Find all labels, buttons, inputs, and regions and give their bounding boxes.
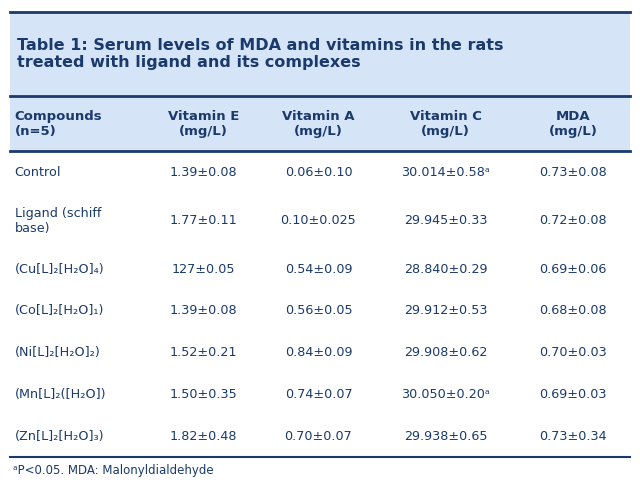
Text: Table 1: Serum levels of MDA and vitamins in the rats
treated with ligand and it: Table 1: Serum levels of MDA and vitamin… [17,38,504,70]
Text: 29.908±0.62: 29.908±0.62 [404,346,488,359]
Text: (Cu[L]₂[H₂O]₄): (Cu[L]₂[H₂O]₄) [15,263,104,276]
Text: 0.74±0.07: 0.74±0.07 [285,388,352,401]
Text: 0.06±0.10: 0.06±0.10 [285,166,352,179]
Text: 30.014±0.58ᵃ: 30.014±0.58ᵃ [401,166,490,179]
Text: 0.72±0.08: 0.72±0.08 [539,214,607,227]
Text: 28.840±0.29: 28.840±0.29 [404,263,488,276]
Text: 0.10±0.025: 0.10±0.025 [280,214,356,227]
Text: 29.945±0.33: 29.945±0.33 [404,214,488,227]
Text: 1.50±0.35: 1.50±0.35 [170,388,237,401]
Text: 127±0.05: 127±0.05 [172,263,236,276]
Text: 30.050±0.20ᵃ: 30.050±0.20ᵃ [401,388,490,401]
Text: 29.938±0.65: 29.938±0.65 [404,430,488,443]
Text: (Ni[L]₂[H₂O]₂): (Ni[L]₂[H₂O]₂) [15,346,100,359]
Text: ᵃP<0.05. MDA: Malonyldialdehyde: ᵃP<0.05. MDA: Malonyldialdehyde [13,464,213,477]
Text: 0.69±0.03: 0.69±0.03 [540,388,607,401]
Text: (Mn[L]₂([H₂O]): (Mn[L]₂([H₂O]) [15,388,106,401]
Text: 1.39±0.08: 1.39±0.08 [170,166,237,179]
Text: Vitamin E
(mg/L): Vitamin E (mg/L) [168,109,239,138]
Text: MDA
(mg/L): MDA (mg/L) [548,109,597,138]
Text: (Zn[L]₂[H₂O]₃): (Zn[L]₂[H₂O]₃) [15,430,104,443]
Text: 0.70±0.03: 0.70±0.03 [539,346,607,359]
Text: Compounds
(n=5): Compounds (n=5) [15,109,102,138]
Text: 29.912±0.53: 29.912±0.53 [404,304,488,317]
Text: 1.77±0.11: 1.77±0.11 [170,214,237,227]
Text: 0.70±0.07: 0.70±0.07 [285,430,353,443]
Text: (Co[L]₂[H₂O]₁): (Co[L]₂[H₂O]₁) [15,304,104,317]
Text: Ligand (schiff
base): Ligand (schiff base) [15,206,101,235]
Text: 1.82±0.48: 1.82±0.48 [170,430,237,443]
Text: 1.39±0.08: 1.39±0.08 [170,304,237,317]
Text: 1.52±0.21: 1.52±0.21 [170,346,237,359]
Text: Control: Control [15,166,61,179]
Text: 0.84±0.09: 0.84±0.09 [285,346,352,359]
Text: 0.68±0.08: 0.68±0.08 [539,304,607,317]
Text: 0.73±0.08: 0.73±0.08 [539,166,607,179]
Text: Vitamin C
(mg/L): Vitamin C (mg/L) [410,109,482,138]
Text: 0.73±0.34: 0.73±0.34 [539,430,607,443]
Text: 0.56±0.05: 0.56±0.05 [285,304,352,317]
Text: 0.69±0.06: 0.69±0.06 [540,263,607,276]
Text: Vitamin A
(mg/L): Vitamin A (mg/L) [282,109,355,138]
Text: 0.54±0.09: 0.54±0.09 [285,263,352,276]
